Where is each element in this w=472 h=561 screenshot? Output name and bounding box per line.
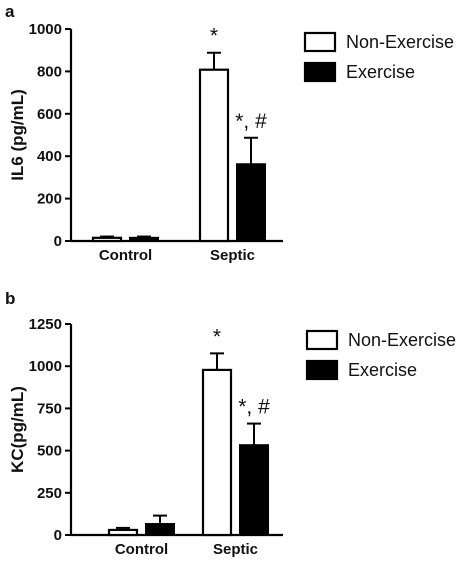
x-category-label: Septic <box>210 247 255 264</box>
legend-swatch <box>303 61 337 83</box>
y-tick-label: 1000 <box>29 358 62 375</box>
y-tick-label: 400 <box>37 148 62 165</box>
bar-exercise-septic <box>239 444 269 536</box>
y-tick-label: 1250 <box>29 316 62 333</box>
legend-swatch <box>305 329 339 351</box>
x-category-label: Septic <box>213 541 258 558</box>
bar-non-exercise-septic <box>201 368 233 537</box>
x-category-label: Control <box>99 247 152 264</box>
y-tick-label: 250 <box>37 485 62 502</box>
legend-swatch <box>305 359 339 381</box>
panel-label: a <box>5 2 15 21</box>
x-category-label: Control <box>115 541 168 558</box>
legend: Non-Exercise Exercise <box>303 31 454 83</box>
bar-non-exercise-control <box>107 528 139 537</box>
legend-label: Exercise <box>348 360 417 380</box>
significance-marker: * <box>210 25 218 48</box>
significance-marker: *, # <box>235 110 267 133</box>
legend-label: Non-Exercise <box>346 32 454 52</box>
y-tick-label: 800 <box>37 63 62 80</box>
bar-exercise-control <box>129 236 159 243</box>
chart-panel-a: a 0 200 400 600 800 1000 IL6 (pg/mL) Control * *, … <box>5 2 454 264</box>
y-tick-label: 200 <box>37 191 62 208</box>
y-tick-label: 500 <box>37 443 62 460</box>
significance-marker: * <box>213 325 221 348</box>
y-tick-label: 0 <box>54 527 62 544</box>
y-tick-label: 0 <box>54 233 62 250</box>
chart-panel-b: b 0 250 500 750 1000 1250 KC(pg/mL) Control * *, #… <box>5 289 456 558</box>
legend: Non-Exercise Exercise <box>305 329 456 381</box>
bar-non-exercise-septic <box>198 68 230 243</box>
significance-marker: *, # <box>238 396 270 419</box>
bar-exercise-control <box>145 523 175 537</box>
panel-label: b <box>5 289 15 308</box>
y-axis-label: KC(pg/mL) <box>8 386 27 473</box>
legend-label: Non-Exercise <box>348 330 456 350</box>
bar-exercise-septic <box>236 163 266 242</box>
y-tick-label: 1000 <box>29 21 62 38</box>
legend-swatch <box>303 31 337 53</box>
legend-label: Exercise <box>346 62 415 82</box>
y-tick-label: 750 <box>37 400 62 417</box>
bar-non-exercise-control <box>91 236 123 243</box>
y-tick-label: 600 <box>37 106 62 123</box>
y-axis-label: IL6 (pg/mL) <box>8 89 27 181</box>
